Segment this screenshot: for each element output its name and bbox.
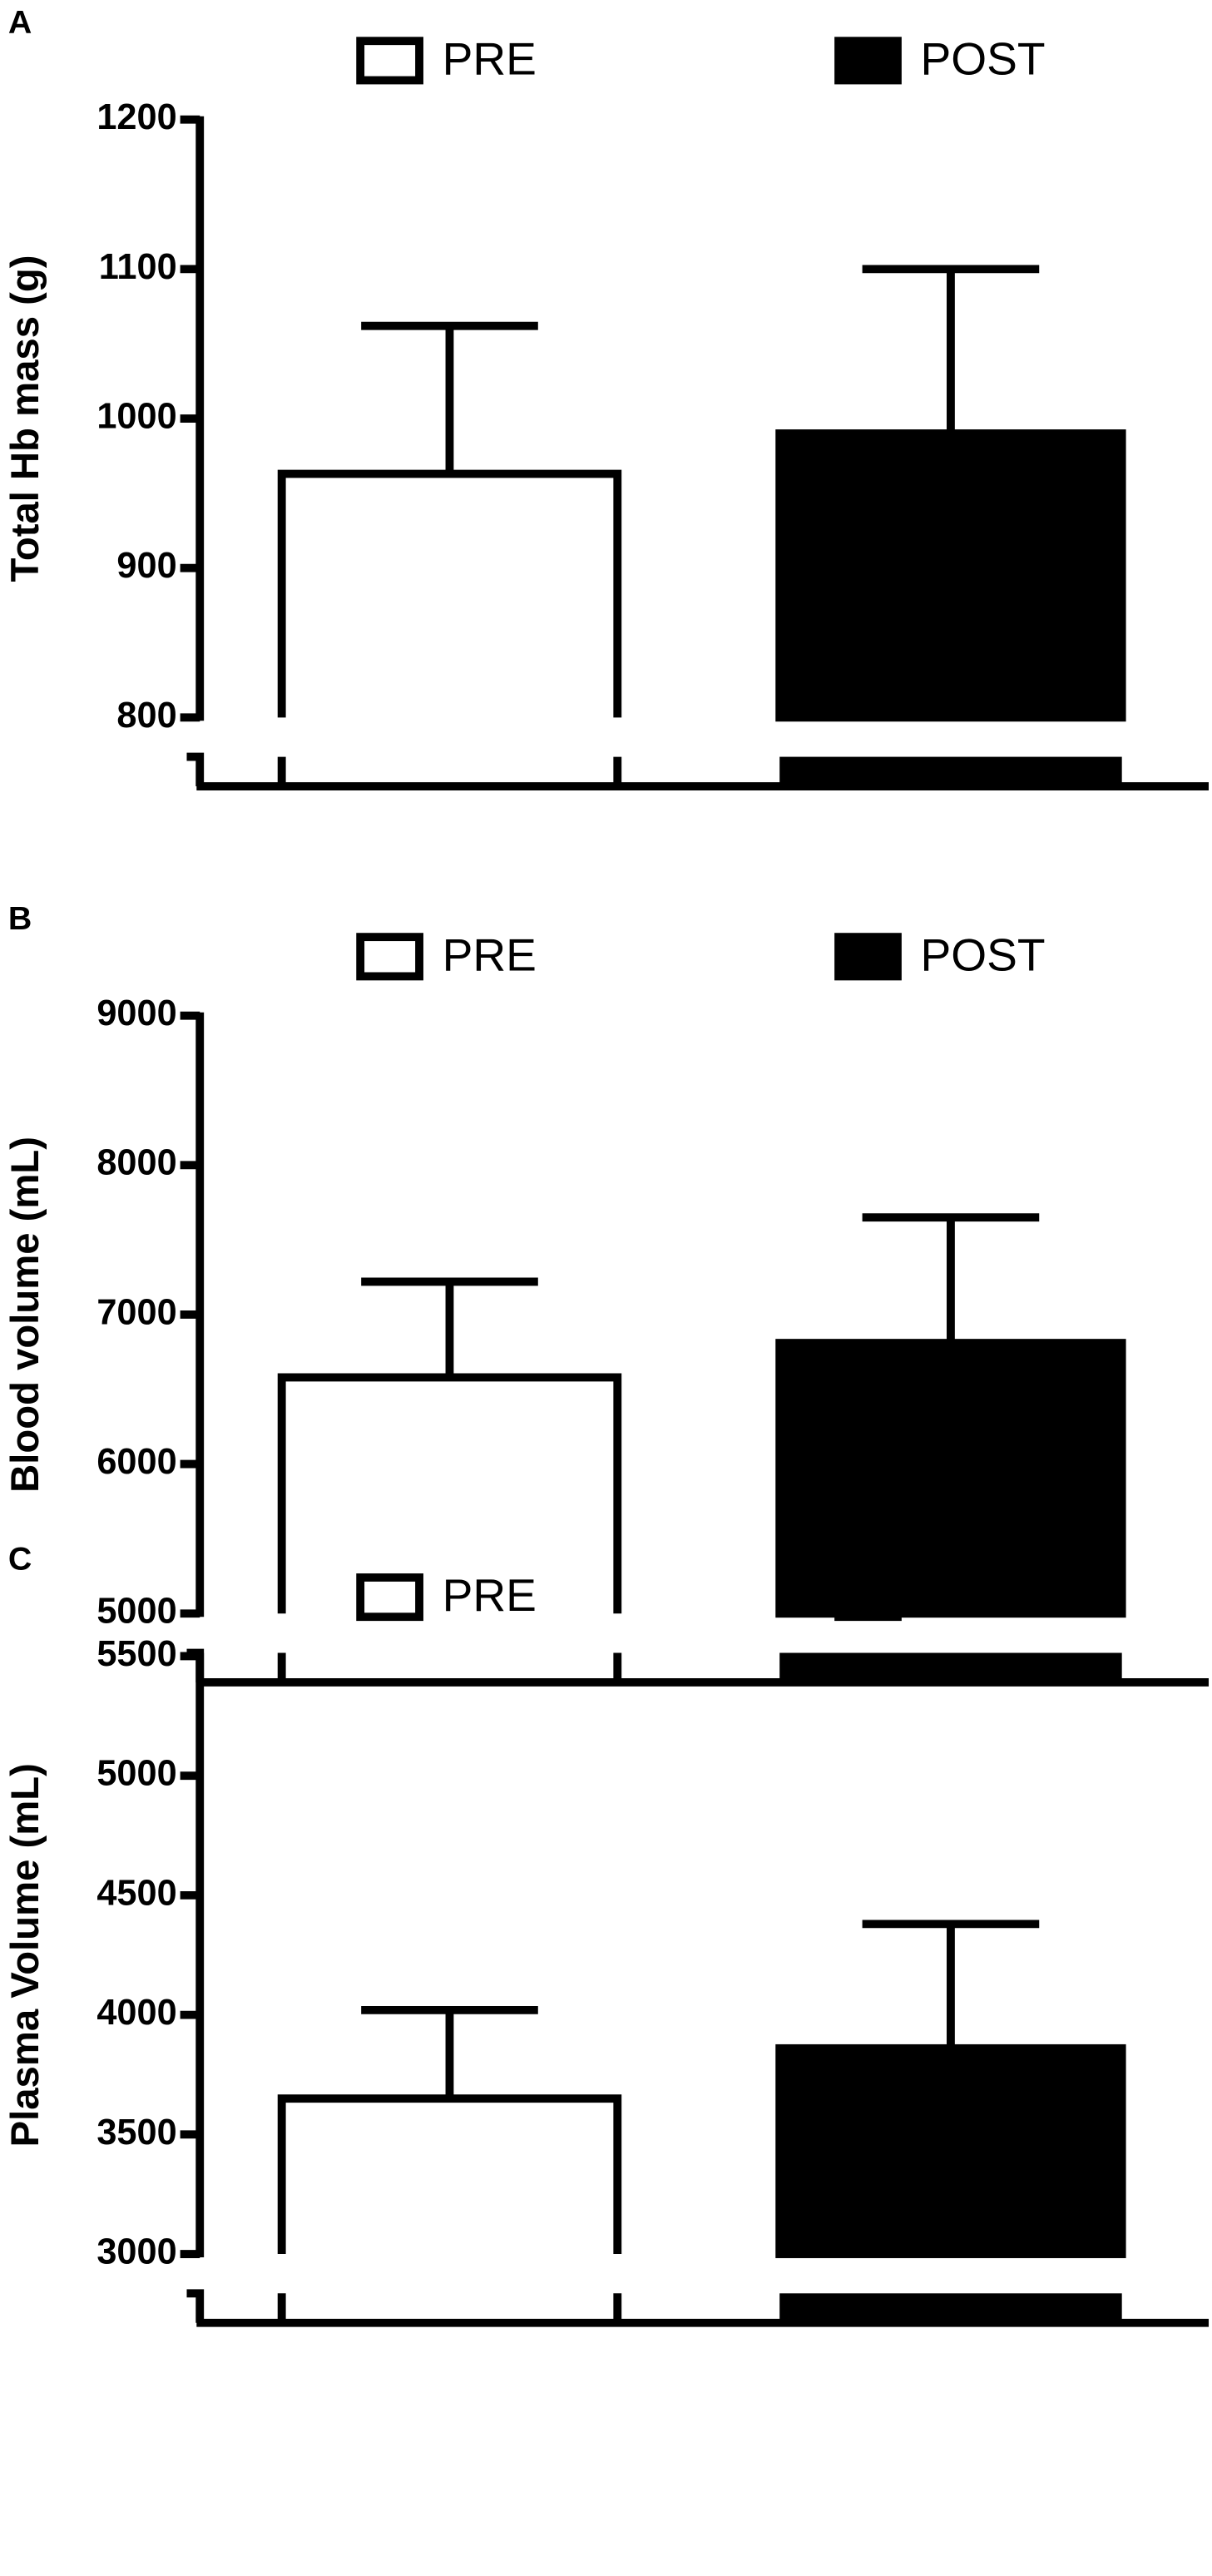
y-tick-label: 1100	[99, 247, 177, 287]
legend-label: PRE	[443, 32, 537, 84]
y-tick-label: 3500	[96, 2113, 176, 2152]
y-tick-label: 9000	[96, 993, 176, 1033]
bar-stub	[779, 2293, 1122, 2323]
y-tick-label: 5500	[96, 1634, 176, 1674]
panel-label: A	[8, 4, 32, 41]
bar	[775, 429, 1126, 722]
y-tick-label: 1000	[96, 396, 176, 436]
y-tick-label: 3000	[96, 2232, 176, 2271]
y-axis-label: Total Hb mass (g)	[3, 255, 47, 582]
y-tick-label: 4000	[96, 1993, 176, 2033]
bar	[277, 469, 622, 718]
y-axis-label: Plasma Volume (mL)	[3, 1763, 47, 2147]
y-tick-label: 1200	[96, 97, 176, 137]
bar	[775, 2043, 1126, 2258]
legend-swatch	[356, 933, 423, 981]
y-tick-label: 7000	[96, 1292, 176, 1332]
bar	[775, 1339, 1126, 1618]
y-tick-label: 5000	[96, 1754, 176, 1794]
y-axis-break	[186, 752, 205, 787]
y-axis-break	[186, 2289, 205, 2323]
legend-label: POST	[921, 32, 1046, 84]
y-tick-label: 900	[116, 546, 176, 586]
y-tick-label: 4500	[96, 1873, 176, 1913]
bar-stub	[779, 1652, 1122, 1682]
legend-label: PRE	[443, 929, 537, 980]
bar	[277, 2094, 622, 2255]
bar-stub	[779, 756, 1122, 787]
y-tick-label: 8000	[96, 1143, 176, 1183]
y-tick-label: 5000	[96, 1592, 176, 1632]
y-tick-label: 800	[116, 696, 176, 736]
panel-label: C	[8, 1541, 32, 1578]
y-axis-label: Blood volume (mL)	[3, 1137, 47, 1493]
bar	[277, 1373, 622, 1614]
y-tick-label: 6000	[96, 1442, 176, 1482]
legend-label: POST	[921, 929, 1046, 980]
legend-label: PRE	[443, 1569, 537, 1621]
legend-swatch	[834, 933, 902, 981]
panel-label: B	[8, 900, 32, 937]
legend-swatch	[834, 1573, 902, 1622]
legend-swatch	[356, 37, 423, 85]
legend-swatch	[356, 1573, 423, 1622]
legend-label: POST	[921, 1569, 1046, 1621]
legend-swatch	[834, 37, 902, 85]
